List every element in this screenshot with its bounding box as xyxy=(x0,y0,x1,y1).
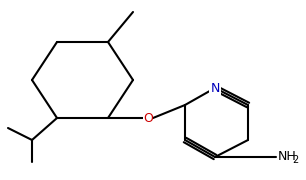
Text: 2: 2 xyxy=(292,155,298,165)
Text: O: O xyxy=(143,111,153,125)
Text: NH: NH xyxy=(278,150,297,163)
Text: N: N xyxy=(210,82,220,94)
